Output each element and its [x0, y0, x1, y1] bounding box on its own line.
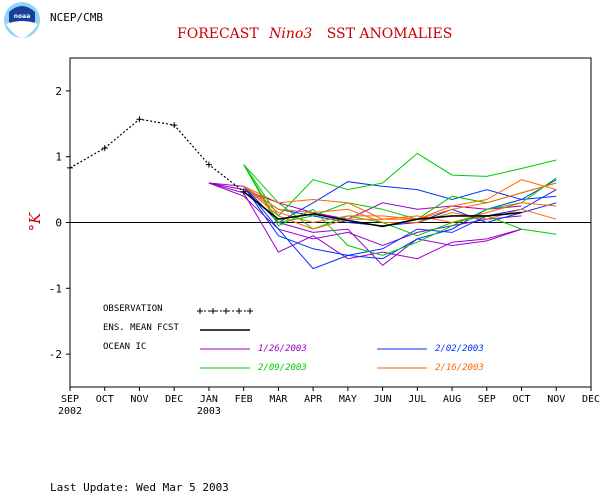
- member-line-ic-1-26: [208, 182, 522, 260]
- observation-point: [240, 188, 247, 195]
- x-tick-label: JAN: [200, 394, 218, 405]
- x-tick-label: NOV: [547, 394, 565, 405]
- y-tick-label: 0: [55, 217, 62, 230]
- series-layer: [67, 116, 557, 270]
- legend-ensemble-label: ENS. MEAN FCST: [103, 323, 179, 333]
- title-part1: FORECAST: [177, 26, 259, 42]
- legend-ocean-ic-label: OCEAN IC: [103, 342, 146, 352]
- legend-observation-label: OBSERVATION: [103, 304, 163, 314]
- x-tick-label: APR: [304, 394, 323, 405]
- x-tick-label: SEP: [478, 394, 496, 405]
- legend-observation-marker: [223, 308, 229, 314]
- last-update: Last Update: Wed Mar 5 2003: [50, 481, 229, 494]
- legend-label-ic-2-02: 2/02/2003: [435, 344, 484, 354]
- title-italic: Nino3: [268, 26, 312, 42]
- member-line-ic-2-09: [243, 152, 557, 217]
- title-part2: SST ANOMALIES: [327, 26, 453, 42]
- chart-title: FORECAST Nino3 SST ANOMALIES: [177, 26, 452, 42]
- observation-point: [67, 164, 73, 171]
- y-tick-label: 2: [55, 85, 62, 98]
- ensemble-mean-line: [243, 190, 522, 228]
- observation-point: [136, 116, 143, 123]
- x-tick-label: OCT: [513, 394, 531, 405]
- x-tick-label: AUG: [443, 394, 461, 405]
- x-tick-label: JUN: [374, 394, 392, 405]
- x-tick-label: FEB: [235, 394, 253, 405]
- y-tick-label: 1: [55, 151, 62, 164]
- legend-observation-marker: [197, 308, 203, 314]
- legend: OBSERVATION ENS. MEAN FCST OCEAN IC 1/26/20…: [103, 304, 484, 373]
- observation-point: [205, 161, 212, 168]
- x-tick-label: MAY: [339, 394, 357, 405]
- logo-text: noaa: [14, 13, 31, 20]
- member-line-ic-2-16: [243, 185, 557, 230]
- x-tick-label: DEC: [165, 394, 183, 405]
- member-line-ic-2-16: [243, 179, 557, 220]
- x-tick-label: MAR: [269, 394, 288, 405]
- x-tick-label: DEC: [582, 394, 600, 405]
- observation-point: [101, 145, 108, 152]
- legend-label-ic-1-26: 1/26/2003: [258, 344, 307, 354]
- member-line-ic-2-02: [243, 185, 557, 227]
- axes: 2 1 0 -1 -2 SEP OCT NOV DEC JAN FEB MAR APR MAY JUN JUL…: [49, 85, 600, 417]
- legend-observation-marker: [210, 308, 216, 314]
- x-tick-label: OCT: [96, 394, 114, 405]
- member-line-ic-2-02: [243, 185, 557, 270]
- agency-label: NCEP/CMB: [50, 11, 103, 24]
- y-tick-label: -1: [49, 282, 62, 295]
- x-tick-label: JUL: [408, 394, 426, 405]
- x-year-label: 2003: [197, 406, 221, 417]
- noaa-logo: noaa: [4, 2, 40, 38]
- legend-label-ic-2-16: 2/16/2003: [435, 363, 484, 373]
- legend-label-ic-2-09: 2/09/2003: [258, 363, 307, 373]
- x-tick-label: NOV: [130, 394, 148, 405]
- member-line-ic-2-02: [243, 186, 557, 256]
- x-tick-label: SEP: [61, 394, 79, 405]
- x-year-label: 2002: [58, 406, 82, 417]
- legend-observation-marker: [236, 308, 242, 314]
- y-tick-label: -2: [49, 348, 62, 361]
- observation-point: [171, 122, 178, 129]
- member-line-ic-1-26: [208, 182, 522, 247]
- member-line-ic-2-09: [243, 164, 557, 237]
- y-axis-label: °K: [26, 212, 44, 232]
- legend-observation-marker: [247, 308, 253, 314]
- observation-line: [69, 118, 245, 193]
